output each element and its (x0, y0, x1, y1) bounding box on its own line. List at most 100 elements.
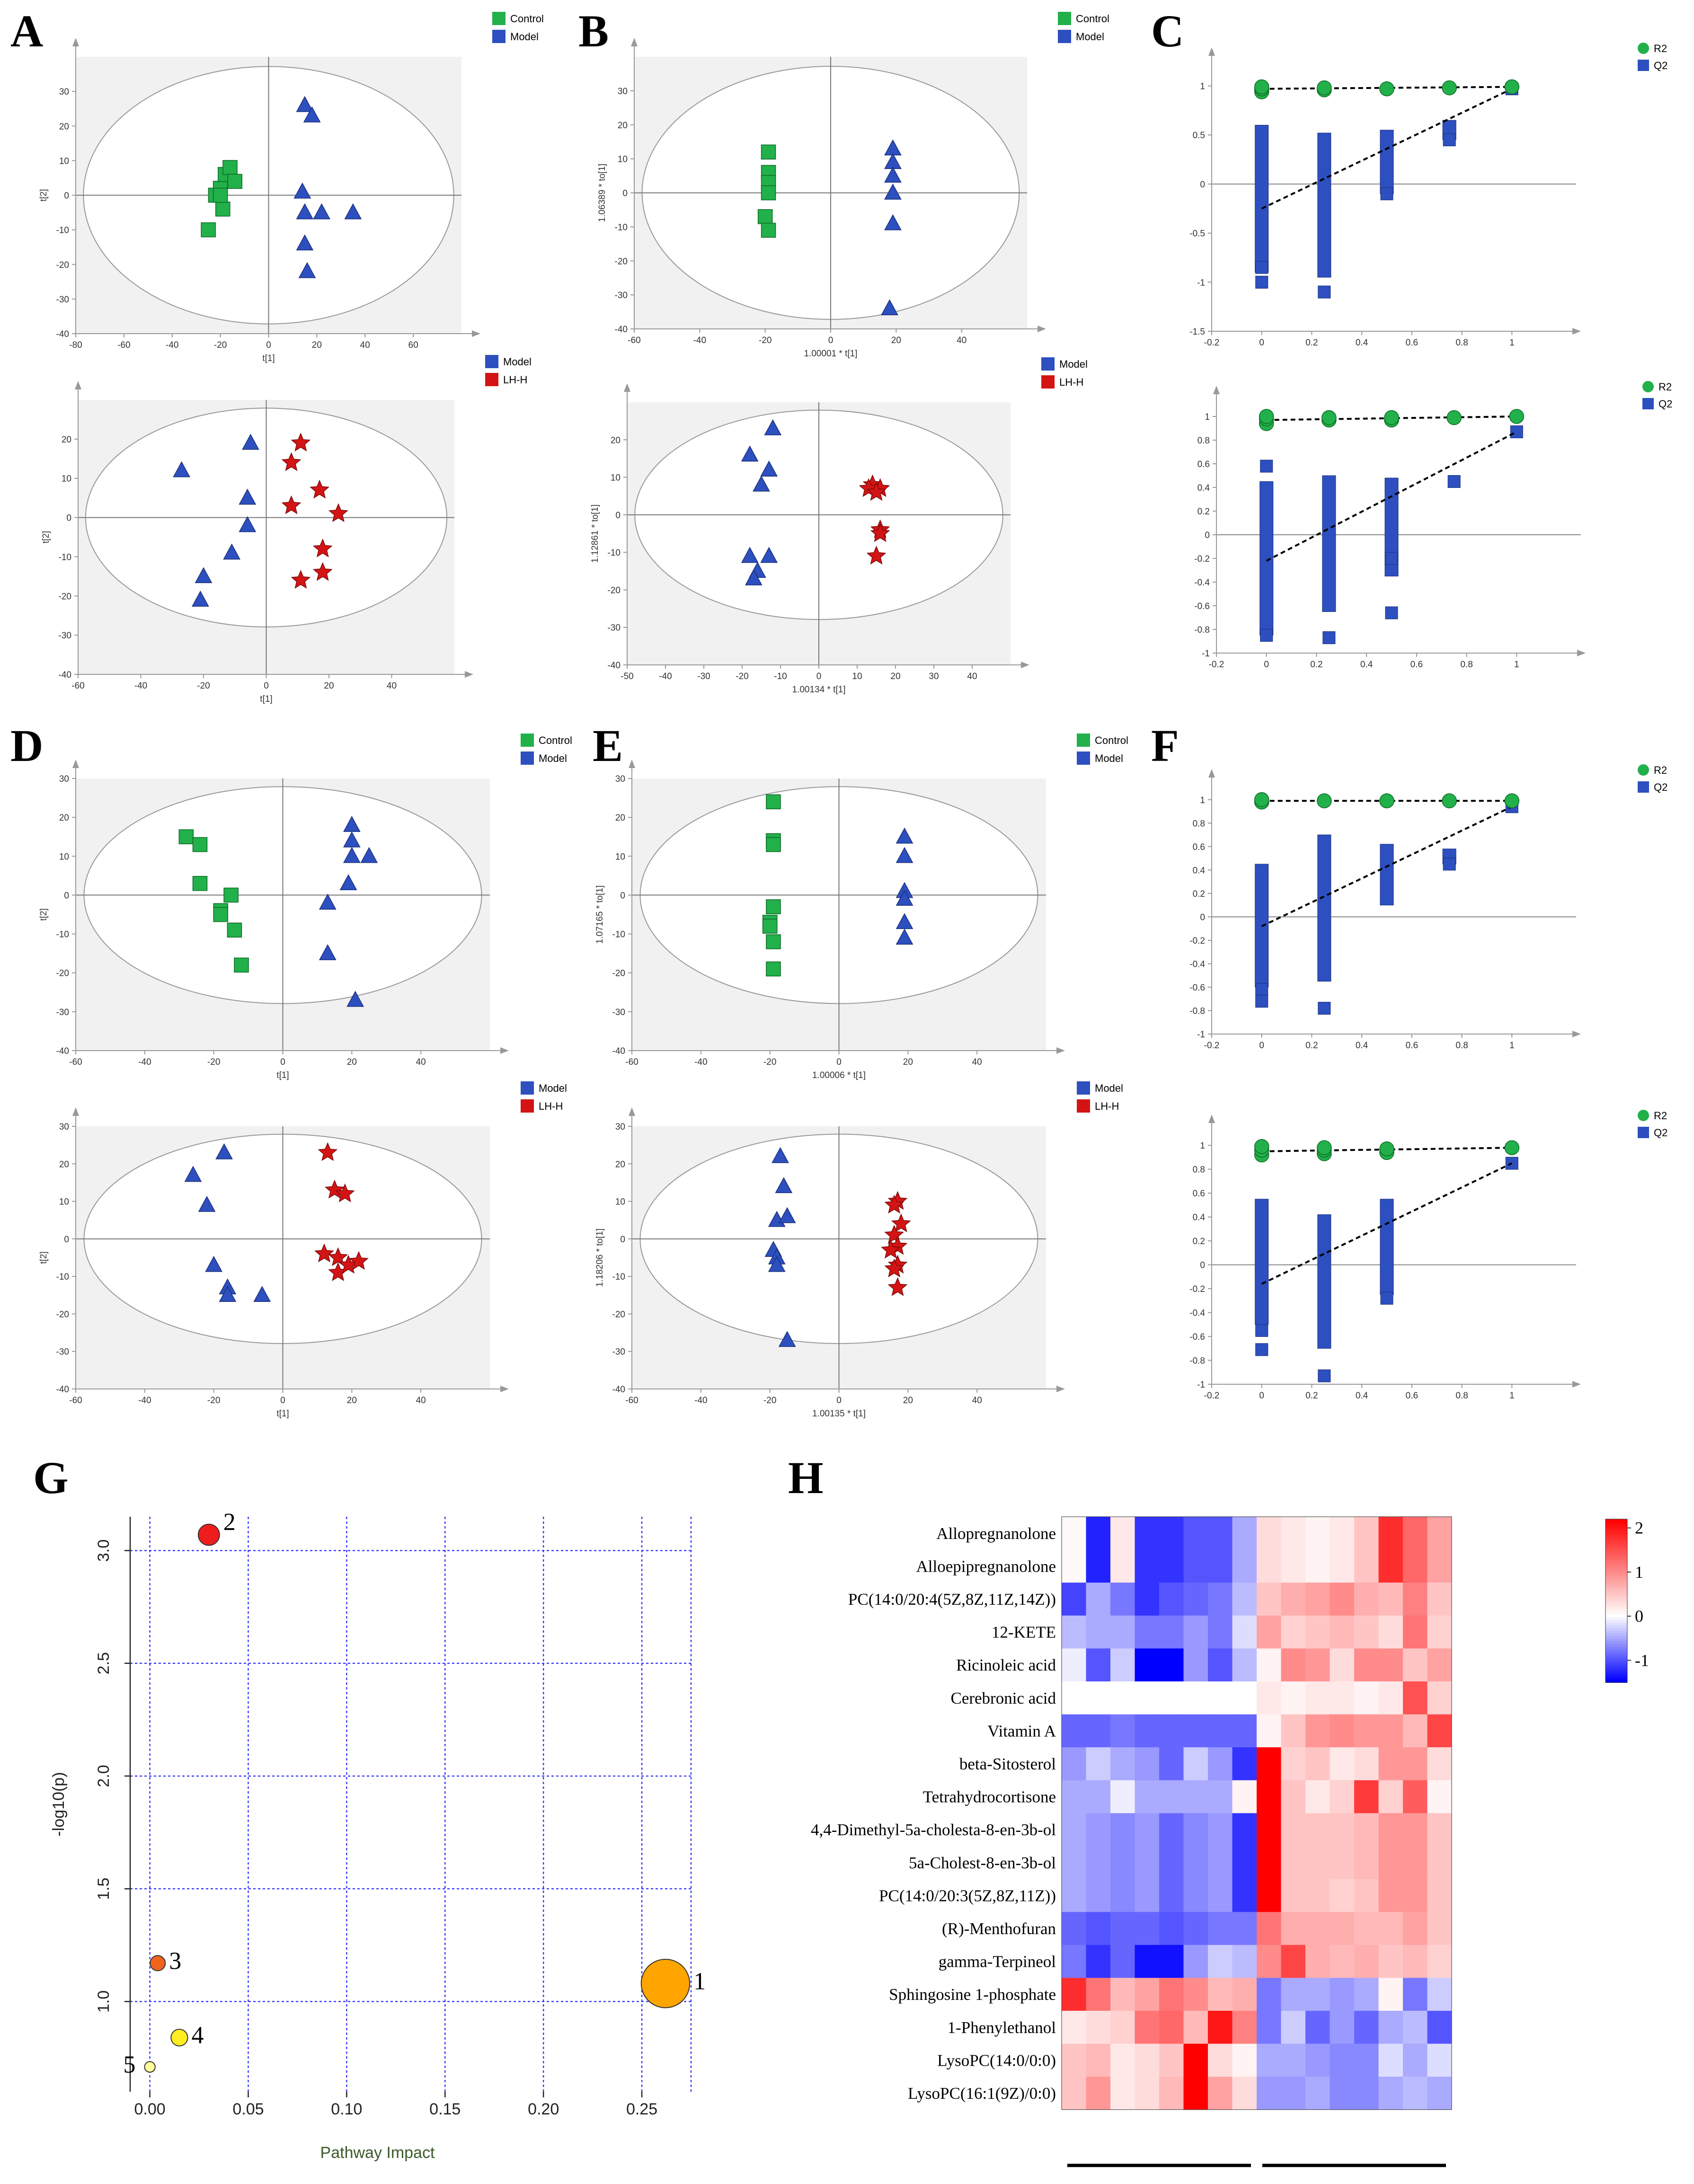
heatmap-cell (1232, 1747, 1257, 1781)
heatmap-cell (1062, 2011, 1086, 2044)
score-E-bot-model-point (768, 1256, 786, 1272)
heatmap-cell (1378, 1583, 1403, 1616)
score-D-bot-x-tick-label: 20 (347, 1396, 357, 1406)
heatmap-row-label: PC(14:0/20:4(5Z,8Z,11Z,14Z)) (848, 1590, 1056, 1609)
perm-F-bot-y-tick-label: -1 (1197, 1380, 1205, 1390)
heatmap-cell (1110, 1681, 1135, 1715)
heatmap-cell (1086, 1879, 1111, 1912)
heatmap-cell (1135, 1615, 1160, 1649)
perm-C-bot-r2-point (1446, 410, 1462, 425)
score-A-bot-lh-h-point (291, 570, 311, 589)
score-E-top-control-point (766, 794, 781, 810)
score-E-top-y-arrow (629, 760, 635, 768)
heatmap-cell (1305, 1615, 1330, 1649)
perm-F-bot-y-tick-label: 0.8 (1193, 1165, 1205, 1175)
heatmap-cell (1135, 2077, 1160, 2110)
heatmap-cell (1257, 1747, 1281, 1781)
score-B-bot-y-arrow (624, 383, 630, 392)
score-B-bot-y-tick-label: -30 (608, 623, 621, 633)
score-B-bot-x-tick-label: -20 (736, 672, 748, 681)
heatmap-scale-segment (1605, 1535, 1627, 1539)
score-D-bot-y-tick-label: -20 (56, 1309, 69, 1319)
perm-C-top-legend-r2-label: R2 (1654, 43, 1667, 54)
score-A-top-control-point (227, 174, 242, 189)
score-B-bot-y-tick-label: 10 (611, 473, 621, 483)
perm-C-top-x-tick-label: 0.8 (1455, 338, 1468, 348)
panel-label-b: B (578, 6, 609, 56)
score-E-bot-y-tick-label: 20 (615, 1159, 625, 1169)
score-D-bot-legend-label: LH-H (539, 1100, 563, 1112)
heatmap-cell (1281, 1681, 1306, 1715)
heatmap-row-label: Sphingosine 1-phosphate (889, 1985, 1056, 2004)
score-D-bot-y-tick-label: 0 (64, 1235, 69, 1245)
heatmap-cell (1257, 1714, 1281, 1748)
heatmap-cell (1183, 1780, 1208, 1813)
score-B-top-y-tick-label: 10 (618, 155, 628, 165)
score-A-top-y-label: t[2] (39, 189, 49, 201)
perm-C-top-q2-column (1317, 133, 1331, 278)
heatmap-cell (1403, 1583, 1428, 1616)
perm-F-bot-x-tick-label: 0.4 (1356, 1391, 1368, 1401)
heatmap-cell (1183, 1912, 1208, 1945)
heatmap-cell (1305, 1813, 1330, 1847)
score-D-bot-lh-h-point (314, 1243, 334, 1263)
score-D-bot-y-tick-label: -30 (56, 1347, 69, 1357)
heatmap-scale-segment (1605, 1650, 1627, 1653)
heatmap-cell (1208, 1945, 1233, 1978)
heatmap-cell (1159, 1912, 1184, 1945)
score-A-bot-lh-h-point (312, 538, 333, 557)
perm-C-top-q2-point (1318, 285, 1331, 299)
heatmap-scale-segment (1605, 1625, 1627, 1628)
heatmap-scale-tick-label: -1 (1635, 1651, 1649, 1670)
heatmap-cell (1208, 1681, 1233, 1715)
score-B-bot-model-point (745, 569, 763, 585)
heatmap-cell (1159, 1681, 1184, 1715)
perm-C-bot-y-tick-label: 1 (1205, 412, 1210, 422)
score-B-top-y-tick-label: -40 (615, 325, 628, 335)
heatmap-scale-segment (1605, 1639, 1627, 1642)
bubble-pathway-label: 4 (192, 2022, 204, 2049)
heatmap-row-label: (R)-Menthofuran (942, 1919, 1056, 1938)
heatmap-scale-segment (1605, 1647, 1627, 1650)
score-D-bot-model-point (215, 1143, 233, 1159)
score-B-bot-model-point (764, 419, 782, 435)
heatmap-cell (1257, 1945, 1281, 1978)
score-E-top-x-tick-label: 40 (972, 1057, 982, 1067)
heatmap-cell (1208, 2077, 1233, 2110)
perm-C-top-y-tick-label: -1 (1197, 278, 1205, 288)
heatmap-cell (1135, 1879, 1160, 1912)
heatmap-cell (1257, 1846, 1281, 1880)
perm-C-top-x-tick-label: 0 (1259, 338, 1264, 348)
score-E-bot-legend-label: LH-H (1095, 1100, 1119, 1112)
perm-F-top-q2-column (1317, 834, 1331, 982)
heatmap-cell (1062, 1549, 1086, 1583)
score-A-top-x-arrow (472, 330, 480, 337)
heatmap-cell (1427, 1583, 1452, 1616)
score-D-top-control-point (213, 907, 228, 922)
heatmap-cell (1427, 1780, 1452, 1813)
heatmap-scale-segment (1605, 1644, 1627, 1648)
score-D-top-y-tick-label: 0 (64, 891, 69, 901)
score-E-bot-y-tick-label: -20 (612, 1309, 625, 1319)
score-B-top-control-point (761, 185, 776, 201)
perm-F-top-y-tick-label: 0.8 (1193, 819, 1205, 829)
heatmap-cell (1232, 1813, 1257, 1847)
perm-F-bot-legend-r2-label: R2 (1654, 1110, 1667, 1122)
score-E-bot-x-tick-label: -40 (694, 1396, 707, 1406)
heatmap-cell (1305, 2011, 1330, 2044)
heatmap-cell (1330, 1945, 1355, 1978)
score-E-top-x-tick-label: 0 (836, 1057, 842, 1067)
score-D-bot-x-tick-label: -20 (207, 1396, 220, 1406)
heatmap-scale-segment (1605, 1603, 1627, 1607)
score-E-top-model-point (896, 928, 914, 945)
bubble-x-tick-label: 0.10 (331, 2100, 362, 2118)
heatmap-cell (1232, 1549, 1257, 1583)
perm-C-top-y-tick-label: 1 (1200, 81, 1205, 91)
heatmap-cell (1378, 1714, 1403, 1748)
heatmap-scale-segment (1605, 1565, 1627, 1569)
bubble-x-tick-label: 0.25 (626, 2100, 657, 2118)
score-D-top-y-tick-label: -40 (56, 1046, 69, 1056)
heatmap-cell (1062, 1681, 1086, 1715)
score-A-top-model-point (298, 262, 316, 278)
score-A-bot-x-tick-label: 20 (324, 681, 334, 691)
